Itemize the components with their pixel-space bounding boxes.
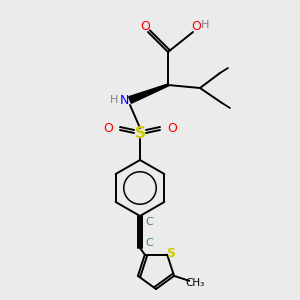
Text: O: O <box>140 20 150 34</box>
Text: S: S <box>166 247 175 260</box>
Text: CH₃: CH₃ <box>185 278 205 288</box>
Text: O: O <box>103 122 113 134</box>
Text: C: C <box>145 238 153 248</box>
Text: O: O <box>191 20 201 34</box>
Text: N: N <box>119 94 129 106</box>
Text: H: H <box>201 20 209 30</box>
Text: O: O <box>167 122 177 134</box>
Text: S: S <box>134 125 146 140</box>
Polygon shape <box>129 84 168 103</box>
Text: H: H <box>110 95 118 105</box>
Text: C: C <box>145 217 153 227</box>
